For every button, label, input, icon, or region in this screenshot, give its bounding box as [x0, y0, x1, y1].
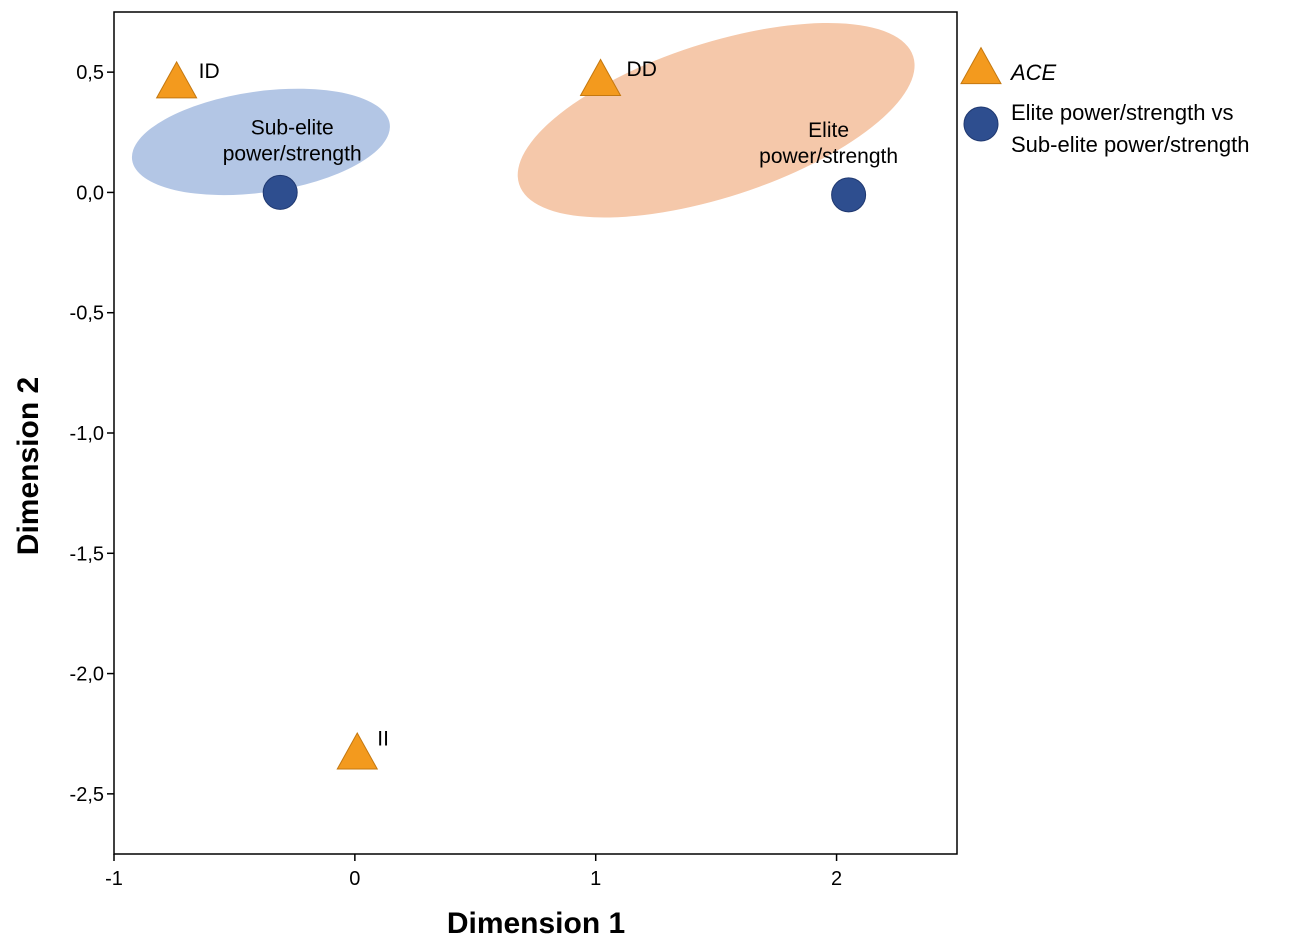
- triangle-marker-ii: [336, 732, 379, 770]
- cluster-label-line: power/strength: [759, 145, 898, 168]
- legend-label-line: Elite power/strength vs: [1011, 100, 1234, 125]
- cluster-label-line: Elite: [808, 119, 849, 142]
- y-tick-label: 0,5: [76, 62, 104, 84]
- point-label-ii: II: [377, 727, 389, 750]
- axis-ticks: 0,5 0,0 -0,5 -1,0 -1,5 -2,0 -2,5 -1 0 1 2: [70, 62, 843, 890]
- x-tick-label: 1: [590, 868, 601, 890]
- y-tick-label: -1,0: [70, 423, 104, 445]
- x-tick-label: 2: [831, 868, 842, 890]
- y-tick-label: -0,5: [70, 303, 104, 325]
- data-points: [155, 58, 867, 770]
- y-tick-label: -1,5: [70, 543, 104, 565]
- cluster-ellipse-1: [517, 23, 915, 218]
- x-axis-title: Dimension 1: [447, 907, 625, 939]
- legend-label-line: Sub-elite power/strength: [1011, 132, 1249, 157]
- cluster-label-1: Elite power/strength: [759, 119, 898, 168]
- triangle-marker-id: [155, 60, 198, 99]
- y-tick-label: 0,0: [76, 182, 104, 204]
- point-label-dd: DD: [627, 58, 657, 81]
- point-labels: ID DD II Sub-elite power/strength Elite power/…: [199, 58, 898, 751]
- y-tick-label: -2,0: [70, 664, 104, 686]
- y-tick-label: -2,5: [70, 784, 104, 806]
- legend-label-1: Elite power/strength vs Sub-elite power/s…: [1011, 100, 1249, 157]
- triangle-marker-dd: [579, 58, 622, 96]
- x-tick-label: 0: [349, 868, 360, 890]
- legend: ACE Elite power/strength vs Sub-elite powe…: [960, 46, 1249, 157]
- cluster-ellipses: [131, 23, 915, 218]
- x-tick-label: -1: [105, 868, 123, 890]
- legend-label-0: ACE: [1009, 60, 1057, 85]
- cluster-label-line: power/strength: [223, 142, 362, 165]
- cluster-label-line: Sub-elite: [251, 116, 334, 139]
- cluster-label-0: Sub-elite power/strength: [223, 116, 362, 165]
- legend-triangle-icon: [960, 46, 1002, 85]
- y-axis-title: Dimension 2: [12, 377, 45, 555]
- legend-label-line: ACE: [1009, 60, 1057, 85]
- circle-marker-1: [831, 177, 867, 213]
- legend-circle-icon: [963, 106, 999, 142]
- cluster-ellipse-0: [131, 88, 390, 196]
- point-label-id: ID: [199, 60, 220, 83]
- circle-marker-0: [262, 174, 298, 210]
